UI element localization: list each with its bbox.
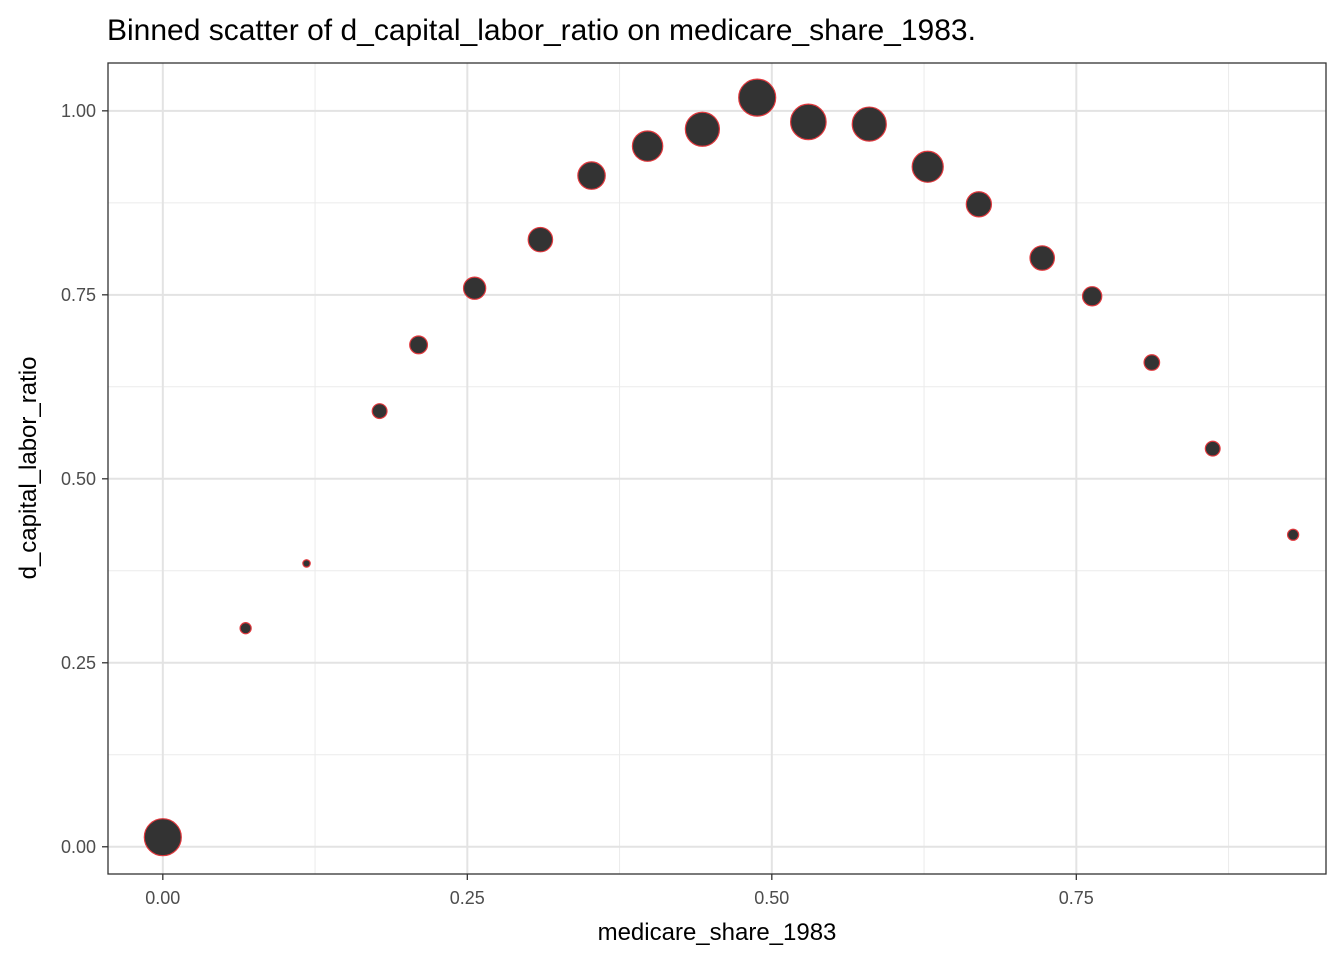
- scatter-point: [409, 335, 429, 355]
- y-tick-label: 0.00: [61, 837, 96, 857]
- scatter-point: [911, 150, 944, 183]
- scatter-point: [1143, 354, 1161, 371]
- scatter-point: [1081, 286, 1103, 307]
- scatter-point: [1029, 245, 1056, 271]
- data-points: [143, 78, 1300, 857]
- plot-panel-border: [107, 62, 1327, 875]
- scatter-point: [577, 161, 606, 190]
- scatter-point: [462, 276, 487, 300]
- x-tick-label: 0.75: [1059, 888, 1094, 908]
- scatter-point: [302, 559, 311, 568]
- scatter-point: [851, 106, 887, 142]
- scatter-point: [527, 226, 554, 253]
- scatter-point: [1286, 528, 1300, 541]
- x-tick-label: 0.50: [754, 888, 789, 908]
- scatter-point: [1204, 440, 1221, 457]
- x-axis: 0.00 0.25 0.50 0.75: [145, 874, 1094, 908]
- scatter-point: [143, 818, 182, 857]
- grid-lines: [108, 63, 1326, 874]
- chart-title: Binned scatter of d_capital_labor_ratio …: [107, 14, 976, 47]
- x-axis-title: medicare_share_1983: [598, 919, 837, 946]
- y-tick-label: 0.50: [61, 469, 96, 489]
- y-tick-label: 0.25: [61, 653, 96, 673]
- y-axis-title: d_capital_labor_ratio: [15, 357, 42, 580]
- y-axis: 0.00 0.25 0.50 0.75 1.00: [61, 101, 108, 857]
- scatter-point: [965, 191, 993, 218]
- scatter-point: [371, 403, 388, 420]
- scatter-point: [789, 103, 827, 141]
- x-tick-label: 0.25: [450, 888, 485, 908]
- scatter-point: [239, 622, 252, 635]
- x-tick-label: 0.00: [145, 888, 180, 908]
- scatter-point: [631, 130, 664, 162]
- y-tick-label: 0.75: [61, 285, 96, 305]
- y-tick-label: 1.00: [61, 101, 96, 121]
- scatter-point: [684, 111, 721, 147]
- scatter-point: [738, 78, 777, 117]
